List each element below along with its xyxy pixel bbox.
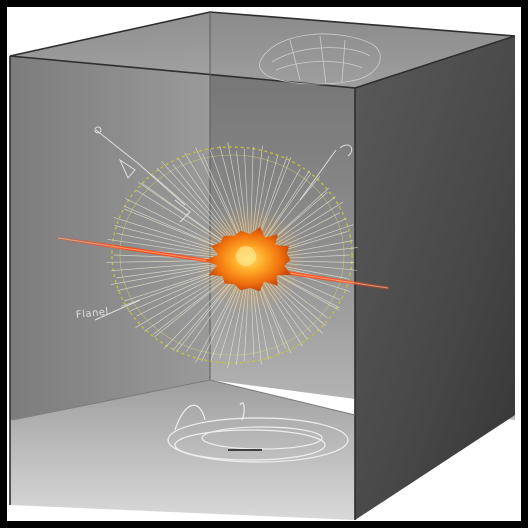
instrument-sketch (94, 126, 353, 321)
top-face (10, 12, 515, 88)
top-sketch (259, 33, 381, 85)
floor (10, 380, 355, 520)
explosion-core (195, 205, 305, 315)
floor-sketch (167, 402, 349, 463)
left-wall (10, 12, 210, 420)
right-face (355, 36, 515, 520)
box-edges (9, 11, 516, 520)
